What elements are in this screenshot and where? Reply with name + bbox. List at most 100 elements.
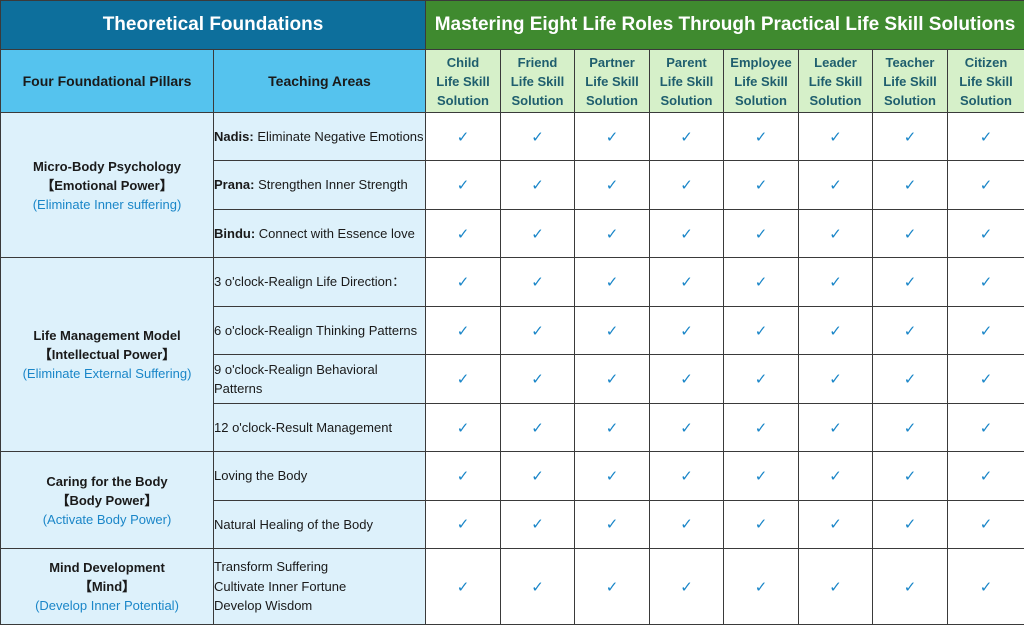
checkmark-icon: ✓ bbox=[574, 208, 650, 259]
teaching-area-cell: 6 o'clock-Realign Thinking Patterns bbox=[213, 305, 426, 356]
teaching-area-cell: Bindu: Connect with Essence love bbox=[213, 208, 426, 259]
checkmark-icon: ✓ bbox=[574, 451, 650, 501]
checkmark-icon: ✓ bbox=[500, 208, 575, 259]
checkmark-icon: ✓ bbox=[798, 548, 873, 625]
teaching-area-cell: 9 o'clock-Realign Behavioral Patterns bbox=[213, 354, 426, 404]
checkmark-icon: ✓ bbox=[500, 257, 575, 307]
pillar-cell: Caring for the Body 【Body Power】 (Activate… bbox=[0, 451, 214, 550]
pillar-cell: Life Management Model 【Intellectual Power… bbox=[0, 257, 214, 453]
checkmark-icon: ✓ bbox=[946, 548, 1024, 625]
checkmark-icon: ✓ bbox=[946, 208, 1024, 259]
role-header-citizen: Citizen Life Skill Solution bbox=[946, 49, 1024, 113]
checkmark-icon: ✓ bbox=[723, 160, 799, 210]
checkmark-icon: ✓ bbox=[500, 305, 575, 356]
teaching-area-text: Strengthen Inner Strength bbox=[254, 177, 408, 193]
checkmark-icon: ✓ bbox=[574, 257, 650, 307]
checkmark-icon: ✓ bbox=[500, 548, 575, 625]
teaching-area-cell: 3 o'clock-Realign Life Direction： bbox=[213, 257, 426, 307]
pillar-subtitle: (Eliminate External Suffering) bbox=[22, 366, 192, 382]
checkmark-icon: ✓ bbox=[500, 402, 575, 453]
teaching-area-term: Nadis: bbox=[214, 128, 254, 144]
teaching-area-text: 3 o'clock-Realign Life Direction： bbox=[214, 274, 406, 290]
checkmark-icon: ✓ bbox=[798, 451, 873, 501]
teaching-areas-column-header: Teaching Areas bbox=[213, 49, 426, 113]
role-header-employee: Employee Life Skill Solution bbox=[723, 49, 799, 113]
checkmark-icon: ✓ bbox=[798, 402, 873, 453]
pillar-name: Micro-Body Psychology bbox=[32, 158, 182, 174]
checkmark-icon: ✓ bbox=[574, 499, 650, 550]
checkmark-icon: ✓ bbox=[425, 499, 501, 550]
checkmark-icon: ✓ bbox=[425, 208, 501, 259]
checkmark-icon: ✓ bbox=[723, 402, 799, 453]
checkmark-icon: ✓ bbox=[425, 257, 501, 307]
table-row: Prana: Strengthen Inner Strength ✓ ✓ ✓ ✓ ✓ ✓ ✓ ✓ bbox=[1, 160, 1024, 210]
table-row: 12 o'clock-Result Management ✓ ✓ ✓ ✓ ✓ ✓ ✓ ✓ bbox=[1, 402, 1024, 453]
table-row: Mind Development 【Mind】 (Develop Inner Pot… bbox=[0, 548, 1024, 625]
checkmark-icon: ✓ bbox=[649, 305, 724, 356]
teaching-area-cell: 12 o'clock-Result Management bbox=[213, 402, 426, 453]
checkmark-icon: ✓ bbox=[946, 160, 1024, 210]
teaching-area-cell: Prana: Strengthen Inner Strength bbox=[213, 160, 426, 210]
pillar-cell: Mind Development 【Mind】 (Develop Inner Pot… bbox=[0, 548, 214, 625]
teaching-area-cell: Loving the Body bbox=[213, 451, 426, 501]
role-header-partner: Partner Life Skill Solution bbox=[574, 49, 650, 113]
teaching-area-line: Develop Wisdom bbox=[214, 598, 313, 614]
teaching-area-term: Bindu: bbox=[214, 225, 256, 241]
pillar-cell: Micro-Body Psychology 【Emotional Power】 (E… bbox=[0, 111, 214, 259]
checkmark-icon: ✓ bbox=[649, 257, 724, 307]
checkmark-icon: ✓ bbox=[723, 499, 799, 550]
checkmark-icon: ✓ bbox=[649, 499, 724, 550]
checkmark-icon: ✓ bbox=[425, 548, 501, 625]
theoretical-foundations-header: Theoretical Foundations bbox=[0, 0, 426, 50]
checkmark-icon: ✓ bbox=[649, 548, 724, 625]
teaching-area-text: 9 o'clock-Realign Behavioral Patterns bbox=[214, 361, 378, 397]
pillar-subtitle: (Develop Inner Potential) bbox=[35, 598, 179, 614]
checkmark-icon: ✓ bbox=[425, 160, 501, 210]
checkmark-icon: ✓ bbox=[425, 354, 501, 404]
checkmark-icon: ✓ bbox=[872, 257, 948, 307]
checkmark-icon: ✓ bbox=[872, 305, 948, 356]
teaching-area-line: Cultivate Inner Fortune bbox=[214, 578, 347, 594]
checkmark-icon: ✓ bbox=[872, 208, 948, 259]
checkmark-icon: ✓ bbox=[872, 402, 948, 453]
checkmark-icon: ✓ bbox=[798, 354, 873, 404]
checkmark-icon: ✓ bbox=[425, 402, 501, 453]
matrix-body: Micro-Body Psychology 【Emotional Power】 (E… bbox=[0, 111, 1024, 625]
table-row: Natural Healing of the Body ✓ ✓ ✓ ✓ ✓ ✓ ✓ ✓ bbox=[1, 499, 1024, 550]
checkmark-icon: ✓ bbox=[500, 499, 575, 550]
checkmark-icon: ✓ bbox=[872, 451, 948, 501]
checkmark-icon: ✓ bbox=[425, 305, 501, 356]
checkmark-icon: ✓ bbox=[946, 257, 1024, 307]
checkmark-icon: ✓ bbox=[649, 160, 724, 210]
checkmark-icon: ✓ bbox=[723, 208, 799, 259]
checkmark-icon: ✓ bbox=[500, 354, 575, 404]
pillars-column-header: Four Foundational Pillars bbox=[0, 49, 214, 113]
teaching-area-cell: Transform Suffering Cultivate Inner Fortu… bbox=[213, 548, 426, 625]
checkmark-icon: ✓ bbox=[946, 451, 1024, 501]
pillar-name: Caring for the Body bbox=[46, 473, 168, 489]
checkmark-icon: ✓ bbox=[574, 111, 650, 162]
teaching-area-term: Prana: bbox=[214, 177, 255, 193]
role-header-teacher: Teacher Life Skill Solution bbox=[872, 49, 948, 113]
checkmark-icon: ✓ bbox=[798, 305, 873, 356]
checkmark-icon: ✓ bbox=[798, 111, 873, 162]
checkmark-icon: ✓ bbox=[649, 451, 724, 501]
pillar-power: 【Intellectual Power】 bbox=[38, 347, 176, 363]
checkmark-icon: ✓ bbox=[798, 257, 873, 307]
checkmark-icon: ✓ bbox=[574, 160, 650, 210]
role-header-parent: Parent Life Skill Solution bbox=[649, 49, 724, 113]
pillar-power: 【Emotional Power】 bbox=[41, 177, 173, 193]
pillar-subtitle: (Eliminate Inner suffering) bbox=[32, 196, 182, 212]
checkmark-icon: ✓ bbox=[723, 548, 799, 625]
checkmark-icon: ✓ bbox=[649, 208, 724, 259]
checkmark-icon: ✓ bbox=[574, 354, 650, 404]
teaching-area-text: 6 o'clock-Realign Thinking Patterns bbox=[214, 322, 418, 338]
checkmark-icon: ✓ bbox=[946, 305, 1024, 356]
pillar-power: 【Body Power】 bbox=[56, 492, 158, 508]
teaching-area-text: Eliminate Negative Emotions bbox=[253, 128, 424, 144]
checkmark-icon: ✓ bbox=[946, 402, 1024, 453]
teaching-area-text: Connect with Essence love bbox=[255, 225, 415, 241]
role-header-child: Child Life Skill Solution bbox=[425, 49, 501, 113]
checkmark-icon: ✓ bbox=[574, 548, 650, 625]
